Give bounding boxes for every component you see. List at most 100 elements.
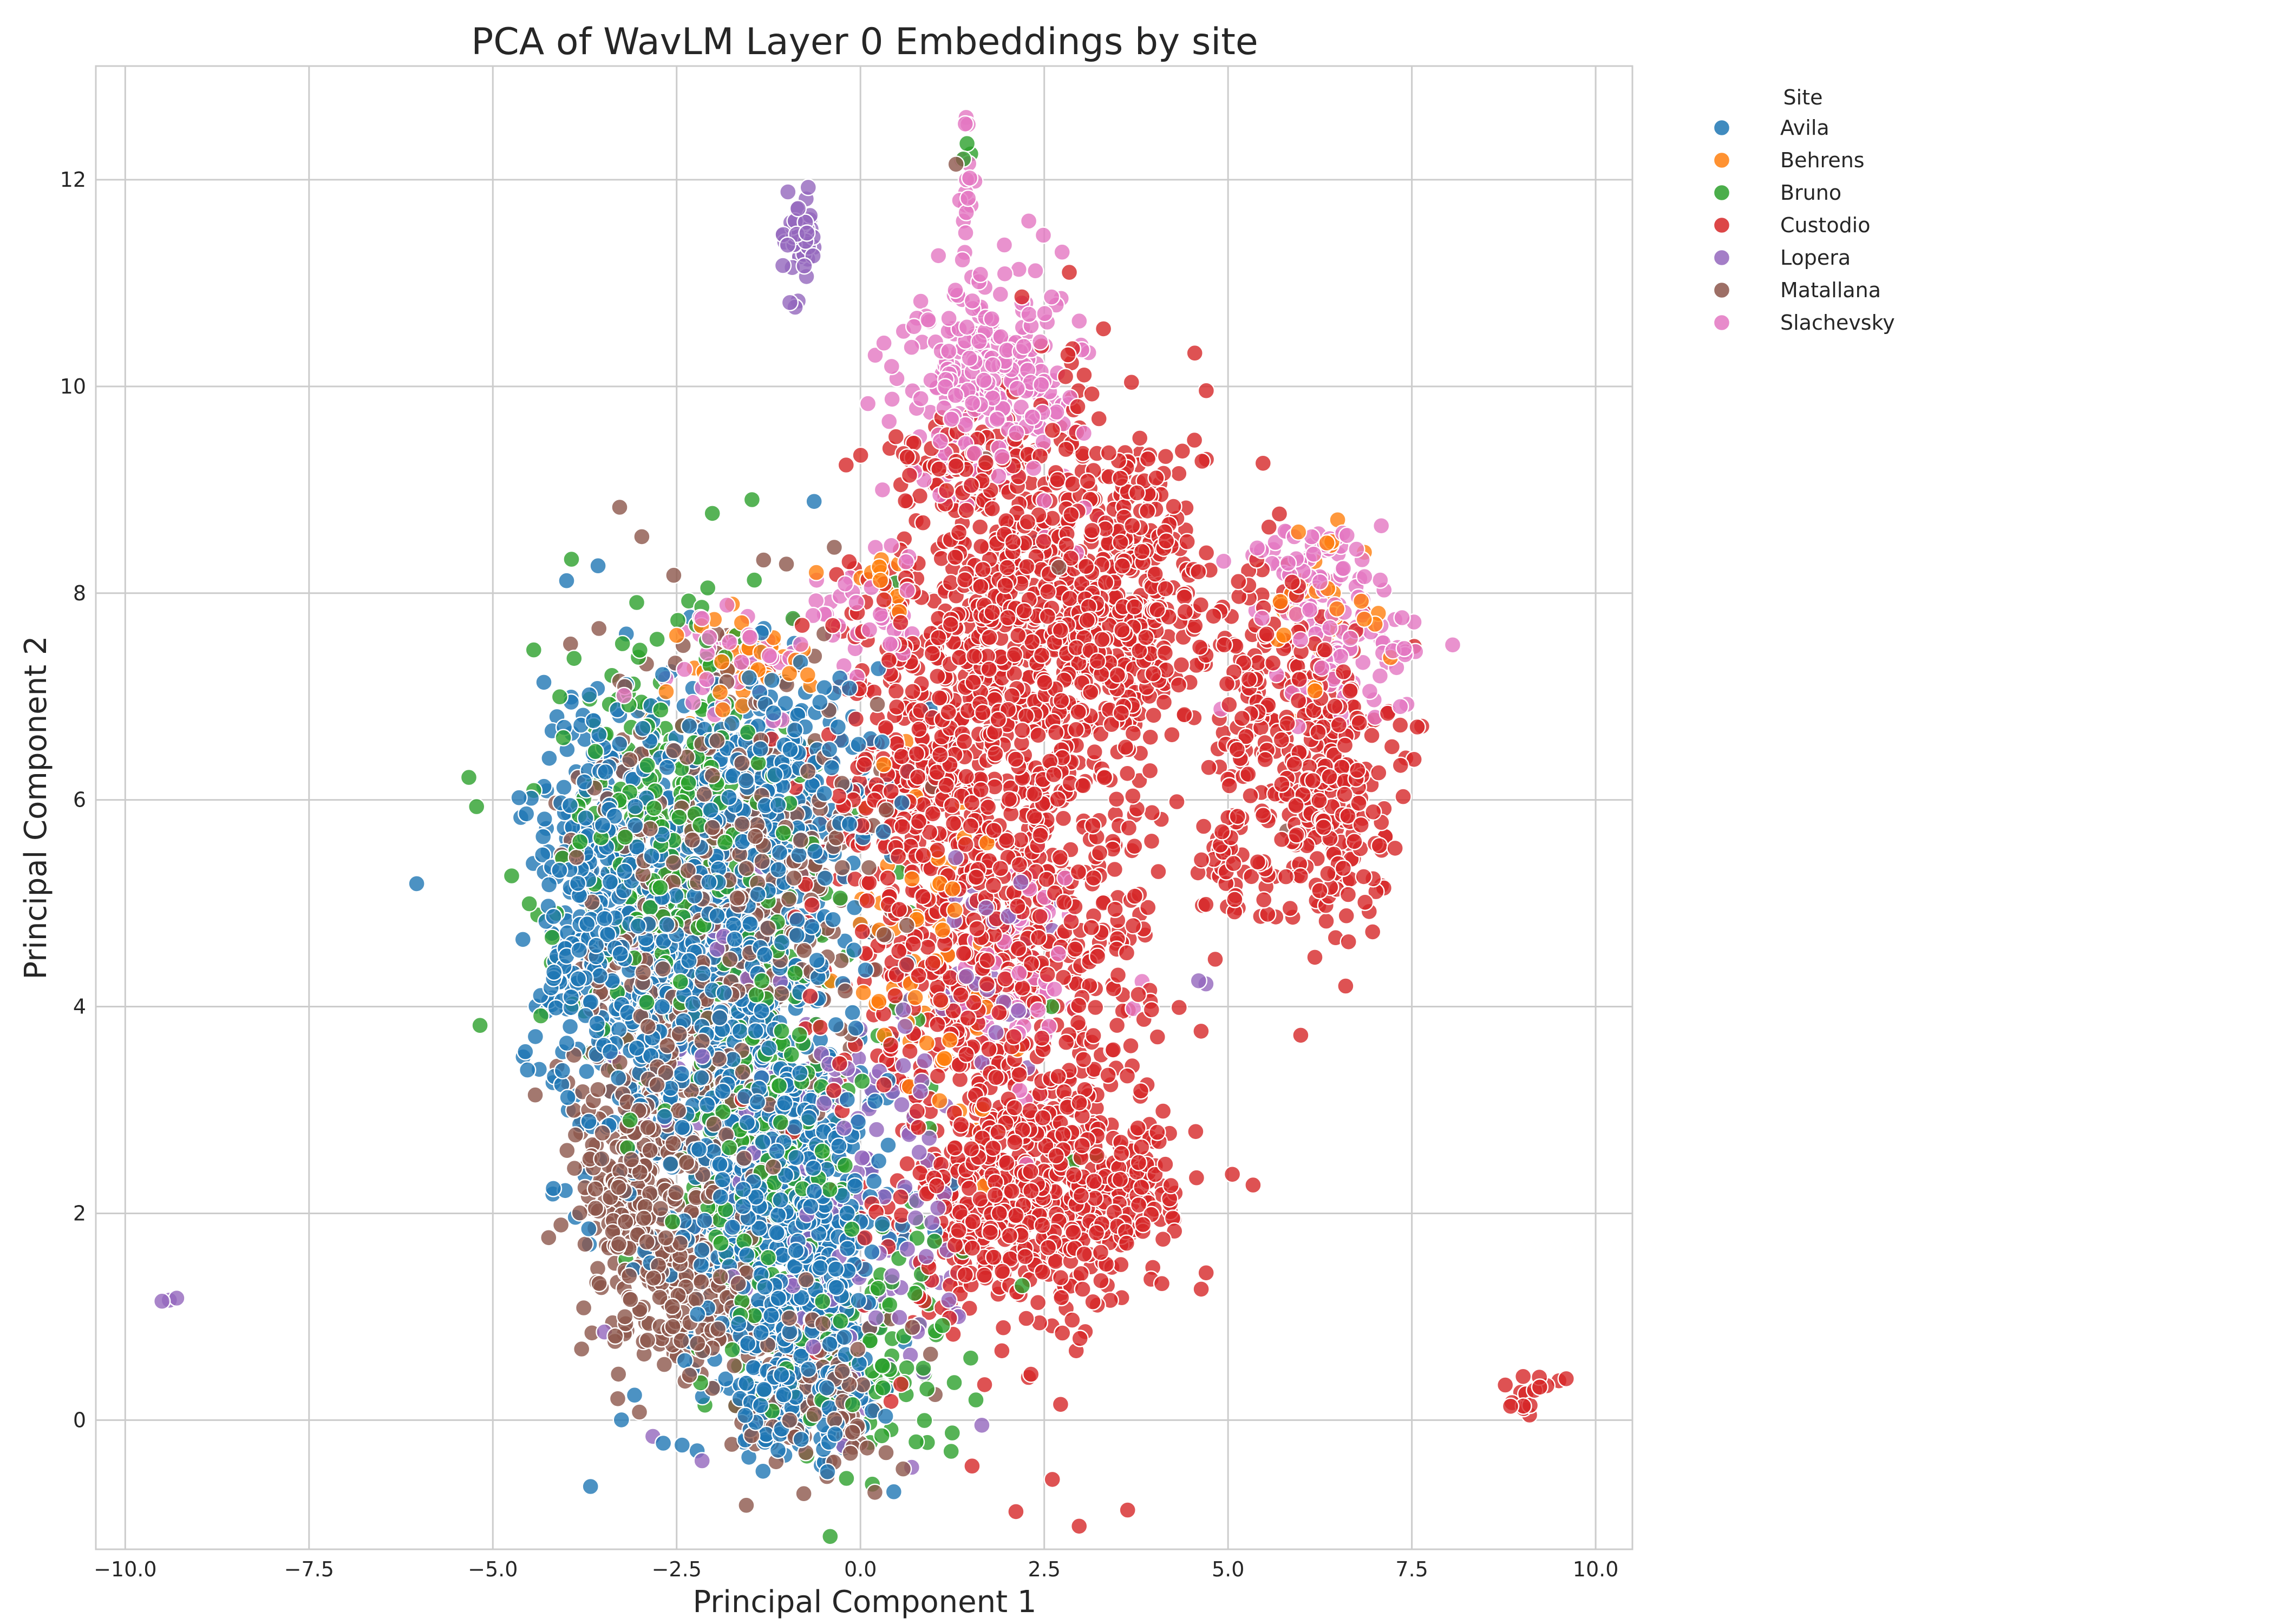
- data-point-slachevsky: [1348, 540, 1365, 558]
- data-point-custodio: [994, 1319, 1012, 1337]
- data-point-custodio: [1139, 450, 1157, 468]
- data-point-custodio: [1070, 1517, 1088, 1535]
- data-point-bruno: [967, 1391, 985, 1409]
- data-point-avila: [654, 1434, 672, 1452]
- data-point-slachevsky: [1354, 653, 1372, 672]
- data-point-custodio: [1187, 1169, 1206, 1187]
- data-point-custodio: [963, 1457, 981, 1475]
- data-point-avila: [561, 1018, 579, 1036]
- data-point-bruno: [532, 1007, 550, 1025]
- data-point-custodio: [1223, 1165, 1241, 1183]
- data-point-custodio: [1122, 1037, 1140, 1055]
- data-point-slachevsky: [953, 251, 971, 269]
- data-point-custodio: [1043, 1470, 1061, 1489]
- data-point-custodio: [1391, 716, 1409, 734]
- data-point-avila: [625, 1386, 644, 1404]
- data-point-custodio: [1094, 320, 1113, 338]
- data-point-custodio: [892, 1206, 911, 1224]
- data-point-custodio: [1156, 448, 1175, 466]
- data-point-custodio: [1337, 977, 1355, 995]
- data-point-custodio: [1185, 431, 1204, 449]
- data-point-bruno: [669, 611, 687, 630]
- data-point-custodio: [1122, 374, 1141, 391]
- data-point-bruno: [563, 550, 580, 568]
- data-point-bruno: [502, 867, 521, 885]
- data-point-matallana: [665, 566, 683, 584]
- data-point-matallana: [737, 1496, 755, 1514]
- data-point-custodio: [1254, 454, 1272, 472]
- data-point-behrens: [906, 988, 924, 1006]
- data-point-matallana: [692, 1273, 710, 1291]
- data-point-avila: [581, 1477, 599, 1496]
- data-point-matallana: [611, 498, 629, 516]
- data-point-custodio: [1244, 1176, 1262, 1194]
- data-point-custodio: [944, 815, 963, 833]
- data-point-custodio: [993, 1342, 1011, 1360]
- data-point-custodio: [1143, 803, 1161, 822]
- data-point-matallana: [576, 1235, 594, 1253]
- data-point-custodio: [1120, 819, 1138, 837]
- data-point-bruno: [962, 1349, 980, 1367]
- data-point-avila: [673, 1436, 691, 1454]
- data-point-matallana: [638, 1331, 657, 1349]
- data-point-custodio: [1260, 518, 1278, 536]
- data-point-avila: [885, 1483, 903, 1501]
- data-point-custodio: [879, 869, 897, 887]
- data-point-bruno: [916, 1411, 933, 1430]
- data-point-custodio: [1104, 1041, 1122, 1059]
- data-point-custodio: [1220, 777, 1238, 795]
- data-point-custodio: [980, 1040, 998, 1058]
- data-point-slachevsky: [859, 395, 877, 412]
- data-point-custodio: [971, 518, 989, 536]
- data-point-custodio: [1170, 464, 1188, 482]
- data-point-bruno: [648, 630, 666, 649]
- data-point-slachevsky: [718, 596, 736, 614]
- data-point-matallana: [777, 555, 795, 573]
- data-point-bruno: [628, 593, 646, 612]
- data-point-matallana: [877, 1444, 895, 1462]
- data-point-custodio: [1197, 544, 1216, 562]
- data-point-matallana: [894, 1460, 912, 1478]
- data-point-custodio: [1010, 1066, 1028, 1084]
- data-point-bruno: [525, 641, 543, 659]
- data-point-bruno: [873, 1427, 891, 1445]
- data-point-custodio: [1186, 344, 1204, 362]
- data-point-custodio: [1206, 950, 1224, 968]
- data-point-custodio: [847, 710, 865, 728]
- data-point-lopera: [1190, 972, 1208, 990]
- data-point-custodio: [1292, 1026, 1310, 1044]
- data-point-custodio: [1108, 1016, 1126, 1034]
- data-point-lopera: [693, 1452, 711, 1470]
- data-point-custodio: [1194, 817, 1213, 835]
- data-point-avila: [692, 1256, 710, 1274]
- data-point-slachevsky: [880, 412, 898, 430]
- data-point-lopera: [910, 1143, 928, 1161]
- data-point-custodio: [1070, 997, 1088, 1014]
- data-point-custodio: [1083, 385, 1101, 403]
- data-point-lopera: [799, 178, 818, 197]
- data-point-custodio: [1126, 837, 1143, 855]
- data-point-custodio: [991, 860, 1010, 878]
- data-point-slachevsky: [912, 292, 930, 310]
- data-point-bruno: [703, 505, 721, 522]
- data-point-avila: [612, 1411, 631, 1429]
- data-point-custodio: [1281, 899, 1299, 918]
- data-point-custodio: [887, 428, 905, 446]
- data-point-slachevsky: [995, 236, 1014, 254]
- data-point-bruno: [468, 797, 486, 816]
- data-point-custodio: [1060, 263, 1079, 281]
- data-point-matallana: [590, 619, 608, 638]
- data-point-custodio: [929, 1067, 947, 1085]
- data-point-avila: [857, 961, 874, 979]
- data-point-custodio: [1306, 948, 1324, 966]
- data-point-custodio: [1200, 758, 1218, 776]
- data-point-avila: [535, 810, 553, 828]
- data-point-bruno: [565, 650, 583, 667]
- data-point-avila: [754, 1462, 772, 1481]
- data-point-custodio: [1014, 979, 1031, 997]
- data-point-custodio: [1341, 682, 1359, 700]
- data-point-bruno: [460, 768, 478, 787]
- data-point-slachevsky: [1372, 517, 1390, 535]
- data-point-custodio: [1118, 1067, 1136, 1085]
